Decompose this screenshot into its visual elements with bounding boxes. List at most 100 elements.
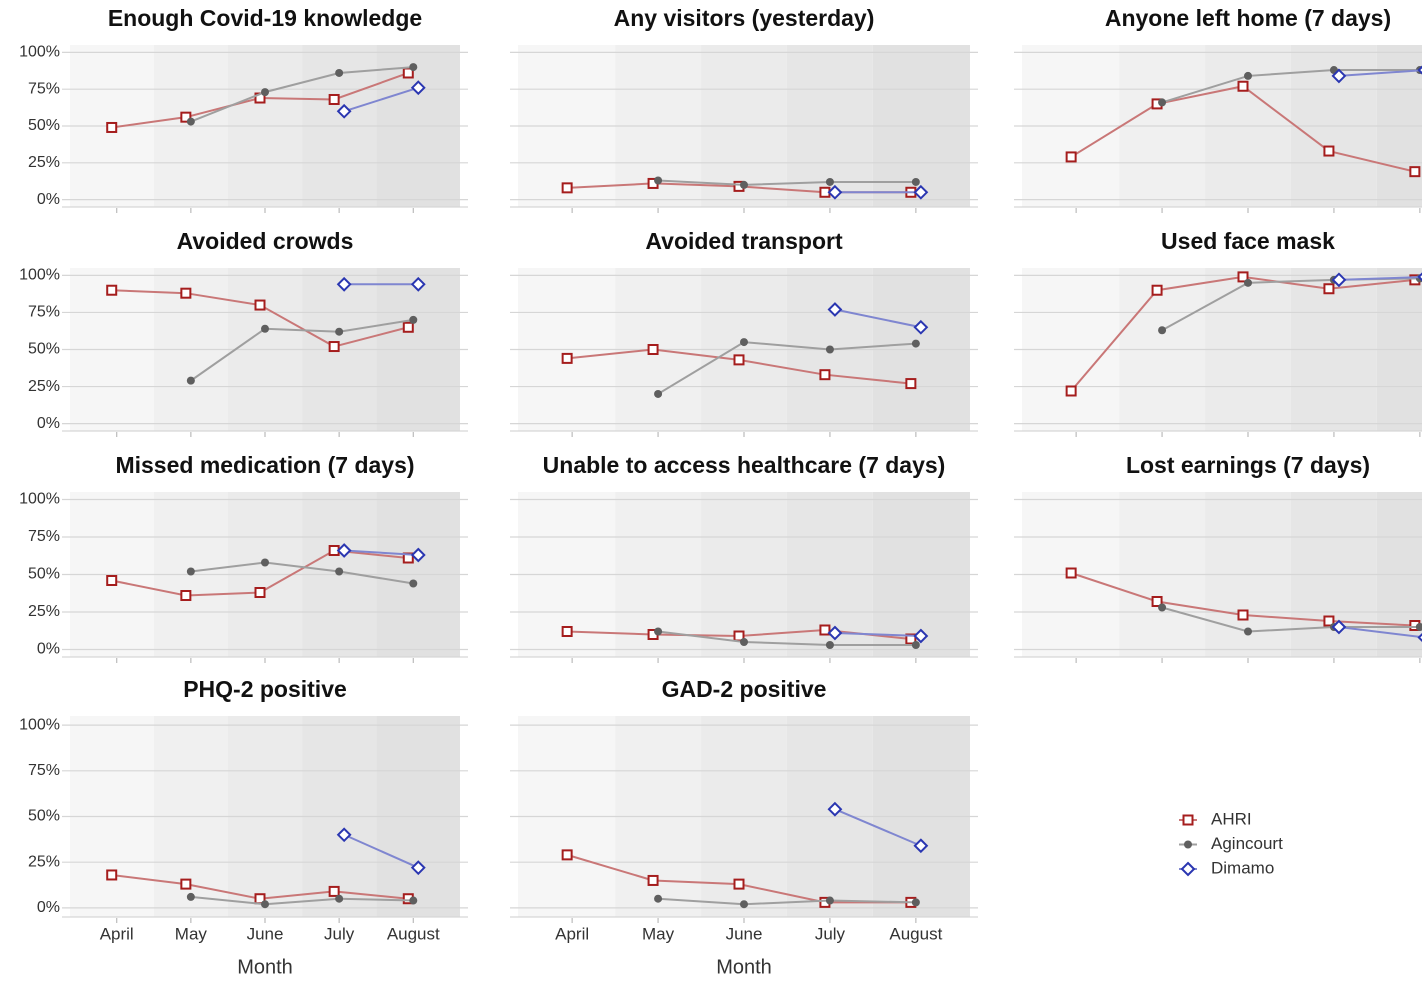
marker — [106, 575, 118, 586]
marker — [409, 579, 418, 588]
marker — [1237, 609, 1249, 621]
y-tick-label: 100% — [19, 44, 60, 61]
series-line — [343, 833, 419, 869]
marker — [254, 587, 266, 598]
legend-marker — [1180, 861, 1196, 877]
marker — [911, 177, 920, 186]
marker — [336, 103, 352, 119]
marker — [913, 319, 929, 335]
marker — [733, 354, 745, 366]
marker — [328, 93, 340, 105]
series-line — [190, 318, 414, 382]
marker — [402, 321, 414, 333]
series-line — [657, 341, 916, 395]
marker — [561, 352, 573, 364]
marker — [911, 898, 920, 907]
x-tick-label: June — [726, 924, 763, 943]
marker — [336, 276, 352, 292]
marker — [825, 177, 834, 186]
x-tick-label: August — [387, 924, 440, 943]
marker — [186, 567, 195, 576]
marker — [827, 184, 843, 200]
marker — [827, 625, 843, 641]
marker — [328, 885, 340, 897]
marker — [819, 624, 831, 636]
y-tick-label: 100% — [19, 267, 60, 284]
marker — [1417, 272, 1422, 282]
marker — [180, 287, 192, 299]
legend-label: Dimamo — [1211, 858, 1274, 877]
marker — [1244, 278, 1252, 287]
marker — [261, 324, 269, 333]
marker — [410, 80, 426, 96]
marker — [733, 878, 745, 890]
marker — [740, 638, 748, 646]
marker — [1244, 71, 1252, 80]
series-line — [657, 630, 916, 646]
marker — [410, 547, 426, 563]
marker — [1244, 627, 1252, 636]
marker — [410, 860, 426, 876]
x-axis-title: Month — [237, 956, 293, 978]
marker — [827, 801, 843, 817]
y-tick-label: 100% — [19, 491, 60, 508]
marker — [825, 641, 834, 649]
marker — [647, 874, 659, 886]
y-tick-label: 0% — [37, 899, 60, 916]
series-line — [1161, 69, 1420, 104]
marker — [819, 369, 831, 381]
marker — [1415, 623, 1422, 631]
marker — [180, 111, 192, 123]
marker — [825, 896, 834, 905]
marker — [261, 88, 269, 97]
y-tick-label: 75% — [28, 80, 60, 97]
marker — [654, 389, 663, 398]
series-line — [343, 86, 419, 113]
series-line — [834, 632, 921, 637]
marker — [1323, 615, 1335, 627]
marker — [1237, 271, 1249, 283]
x-tick-label: April — [555, 924, 589, 943]
marker — [186, 376, 195, 385]
marker — [186, 892, 195, 901]
y-tick-label: 0% — [37, 641, 60, 658]
marker — [1331, 619, 1347, 635]
panel-title: Lost earnings (7 days) — [1126, 452, 1370, 478]
y-tick-label: 50% — [28, 566, 60, 583]
marker — [1151, 284, 1163, 296]
y-tick-label: 0% — [37, 191, 60, 208]
panel-title: Anyone left home (7 days) — [1105, 5, 1391, 31]
y-tick-label: 100% — [19, 716, 60, 733]
marker — [825, 345, 834, 354]
marker — [106, 869, 118, 881]
marker — [1158, 603, 1167, 612]
marker — [410, 276, 426, 292]
x-tick-label: April — [100, 924, 134, 943]
marker — [336, 543, 352, 558]
marker — [561, 182, 573, 194]
marker — [336, 827, 352, 843]
marker — [913, 838, 929, 854]
marker — [1237, 80, 1249, 92]
marker — [409, 896, 418, 905]
marker — [561, 849, 573, 861]
y-tick-label: 50% — [28, 341, 60, 358]
marker — [186, 117, 195, 126]
x-tick-label: June — [247, 924, 284, 943]
marker — [335, 68, 344, 77]
panel-title: Avoided crowds — [177, 228, 354, 254]
y-tick-label: 0% — [37, 415, 60, 432]
series-line — [190, 895, 414, 906]
marker — [827, 302, 843, 317]
marker — [1065, 151, 1077, 163]
marker — [911, 641, 920, 649]
panel-title: PHQ-2 positive — [183, 676, 347, 702]
series-line — [190, 561, 414, 585]
x-tick-label: May — [642, 924, 675, 943]
x-axis-title: Month — [716, 956, 772, 978]
marker — [1417, 65, 1422, 75]
panel-title: Avoided transport — [645, 228, 843, 254]
